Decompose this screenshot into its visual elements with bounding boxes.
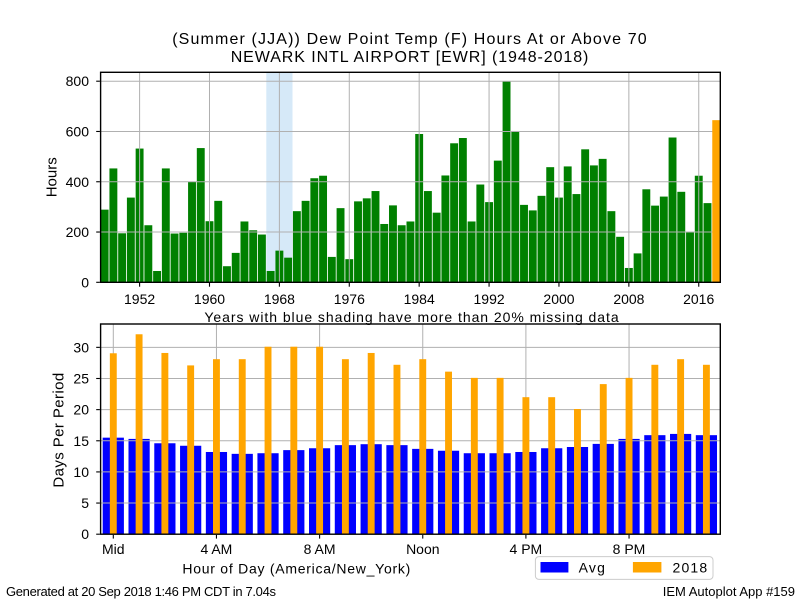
svg-text:2000: 2000: [543, 291, 574, 307]
svg-text:4 PM: 4 PM: [510, 541, 543, 557]
svg-text:4 AM: 4 AM: [200, 541, 232, 557]
svg-text:2008: 2008: [613, 291, 644, 307]
svg-text:8 AM: 8 AM: [304, 541, 336, 557]
svg-text:8 PM: 8 PM: [613, 541, 646, 557]
svg-text:2016: 2016: [683, 291, 714, 307]
svg-text:Generated at 20 Sep 2018 1:46: Generated at 20 Sep 2018 1:46 PM CDT in …: [6, 584, 276, 599]
svg-text:Noon: Noon: [406, 541, 439, 557]
svg-text:Avg: Avg: [579, 560, 606, 576]
svg-text:(Summer (JJA)) Dew Point Temp: (Summer (JJA)) Dew Point Temp (F) Hours …: [172, 31, 648, 48]
svg-text:1976: 1976: [334, 291, 365, 307]
svg-text:1960: 1960: [194, 291, 225, 307]
svg-text:NEWARK INTL AIRPORT [EWR] (194: NEWARK INTL AIRPORT [EWR] (1948-2018): [231, 49, 590, 66]
svg-text:Mid: Mid: [102, 541, 125, 557]
svg-text:0: 0: [81, 526, 89, 542]
svg-text:15: 15: [73, 433, 89, 449]
svg-text:Years with blue shading have m: Years with blue shading have more than 2…: [204, 309, 619, 325]
svg-text:0: 0: [81, 274, 89, 290]
svg-text:600: 600: [66, 124, 90, 140]
svg-text:200: 200: [66, 224, 90, 240]
svg-text:30: 30: [73, 339, 89, 355]
svg-text:1952: 1952: [124, 291, 155, 307]
svg-text:20: 20: [73, 402, 89, 418]
svg-text:Hour of Day (America/New_York): Hour of Day (America/New_York): [182, 561, 411, 577]
svg-text:5: 5: [81, 495, 89, 511]
svg-text:10: 10: [73, 464, 89, 480]
svg-text:2018: 2018: [673, 560, 709, 576]
svg-text:400: 400: [66, 174, 90, 190]
svg-text:25: 25: [73, 371, 89, 387]
svg-text:Hours: Hours: [43, 157, 60, 197]
svg-text:IEM Autoplot App #159: IEM Autoplot App #159: [663, 584, 795, 599]
svg-text:800: 800: [66, 73, 90, 89]
svg-text:1968: 1968: [264, 291, 295, 307]
svg-text:1992: 1992: [474, 291, 505, 307]
svg-text:1984: 1984: [404, 291, 435, 307]
svg-text:Days Per Period: Days Per Period: [50, 372, 67, 487]
